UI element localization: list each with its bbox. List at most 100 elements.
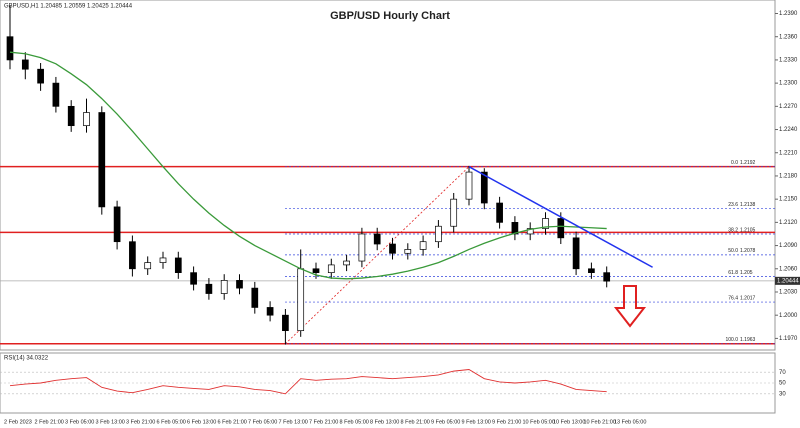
rsi-tick-label: 30 bbox=[779, 391, 786, 397]
candle-body bbox=[67, 105, 75, 127]
fib-level-label: 61.8 bbox=[728, 270, 738, 276]
down-arrow bbox=[613, 285, 647, 328]
candle-body bbox=[83, 112, 90, 127]
candle-body bbox=[21, 59, 29, 70]
fib-level-label: 38.2 bbox=[728, 227, 738, 233]
x-tick-label: 6 Feb 21:00 bbox=[218, 419, 247, 425]
candle-body bbox=[6, 36, 14, 61]
fib-price-label: 1.2017 bbox=[740, 295, 756, 301]
fib-level-label: 50.0 bbox=[728, 248, 738, 254]
x-tick-label: 6 Feb 13:00 bbox=[187, 419, 216, 425]
current-price-box bbox=[775, 276, 800, 285]
candle-body bbox=[251, 287, 259, 308]
y-tick-label: 1.1970 bbox=[779, 336, 798, 342]
x-tick-label: 9 Feb 05:00 bbox=[431, 419, 460, 425]
x-tick-label: 3 Feb 21:00 bbox=[126, 419, 155, 425]
x-tick-label: 2 Feb 21:00 bbox=[35, 419, 64, 425]
candle-body bbox=[496, 202, 503, 223]
moving-average bbox=[9, 51, 607, 280]
candle-body bbox=[236, 280, 243, 289]
fib-price-label: 1.1963 bbox=[740, 337, 756, 343]
candle-body bbox=[282, 314, 289, 332]
fib-price-label: 1.2138 bbox=[740, 202, 756, 208]
candle-body bbox=[37, 68, 44, 84]
x-tick-label: 7 Feb 05:00 bbox=[248, 419, 277, 425]
y-tick-label: 1.2390 bbox=[779, 11, 798, 17]
x-tick-label: 10 Feb 05:00 bbox=[523, 419, 555, 425]
candle-body bbox=[373, 233, 381, 245]
candle-body bbox=[113, 206, 121, 243]
candle-body bbox=[220, 280, 228, 294]
y-tick-label: 1.2030 bbox=[779, 290, 798, 296]
candle-body bbox=[205, 283, 213, 294]
candle-body bbox=[266, 307, 274, 316]
trendline bbox=[468, 166, 653, 268]
candle-body bbox=[343, 260, 350, 266]
candle-body bbox=[358, 233, 366, 262]
y-tick-label: 1.2360 bbox=[779, 34, 798, 40]
fib-level-label: 100.0 bbox=[725, 337, 738, 343]
rsi-label: RSI(14) 34.0322 bbox=[4, 356, 49, 362]
candle-body bbox=[480, 171, 488, 204]
x-tick-label: 8 Feb 21:00 bbox=[401, 419, 430, 425]
candle-body bbox=[557, 218, 565, 239]
y-tick-label: 1.2270 bbox=[779, 104, 798, 110]
y-tick-label: 1.2120 bbox=[779, 220, 798, 226]
y-tick-label: 1.2150 bbox=[779, 197, 798, 203]
fib-price-label: 1.2078 bbox=[740, 248, 756, 254]
y-tick-label: 1.2300 bbox=[779, 81, 798, 87]
price-panel bbox=[0, 0, 776, 351]
candle-body bbox=[526, 228, 534, 235]
candle-body bbox=[190, 272, 197, 285]
x-tick-label: 8 Feb 13:00 bbox=[370, 419, 399, 425]
x-tick-label: 10 Feb 21:00 bbox=[584, 419, 616, 425]
y-tick-label: 1.2060 bbox=[779, 266, 798, 272]
candle-body bbox=[465, 171, 473, 200]
y-tick-label: 1.2330 bbox=[779, 57, 798, 63]
x-tick-label: 9 Feb 13:00 bbox=[462, 419, 491, 425]
rsi-tick-label: 50 bbox=[779, 381, 786, 387]
candle-body bbox=[419, 241, 427, 250]
fib-level-label: 23.6 bbox=[728, 202, 738, 208]
candle-body bbox=[450, 198, 458, 227]
candle-body bbox=[404, 249, 412, 254]
rsi-tick-label: 70 bbox=[779, 370, 786, 376]
x-tick-label: 7 Feb 13:00 bbox=[279, 419, 308, 425]
candle-body bbox=[435, 225, 442, 243]
fib-price-label: 1.2192 bbox=[740, 160, 756, 166]
fib-level-label: 76.4 bbox=[728, 295, 738, 301]
x-tick-label: 8 Feb 05:00 bbox=[340, 419, 369, 425]
candle-body bbox=[98, 112, 106, 208]
x-tick-label: 3 Feb 05:00 bbox=[65, 419, 94, 425]
candle-body bbox=[603, 272, 611, 282]
y-tick-label: 1.2240 bbox=[779, 127, 798, 133]
candle-body bbox=[159, 257, 167, 263]
x-tick-label: 6 Feb 05:00 bbox=[157, 419, 186, 425]
y-tick-label: 1.2000 bbox=[779, 313, 798, 319]
x-tick-label: 7 Feb 21:00 bbox=[309, 419, 338, 425]
fib-price-label: 1.2105 bbox=[740, 227, 756, 233]
rsi-line bbox=[9, 369, 607, 395]
fib-diagonal bbox=[285, 166, 470, 345]
x-tick-label: 10 Feb 13:00 bbox=[553, 419, 585, 425]
candle-body bbox=[572, 237, 580, 270]
y-tick-label: 1.2210 bbox=[779, 150, 798, 156]
candle-body bbox=[588, 268, 595, 273]
candle-body bbox=[389, 243, 396, 254]
x-tick-label: 9 Feb 21:00 bbox=[492, 419, 521, 425]
candle-body bbox=[297, 268, 305, 332]
x-tick-label: 3 Feb 13:00 bbox=[96, 419, 125, 425]
y-tick-label: 1.2180 bbox=[779, 174, 798, 180]
candle-body bbox=[312, 268, 320, 273]
y-tick-label: 1.2090 bbox=[779, 243, 798, 249]
fib-level-label: 0.0 bbox=[731, 160, 738, 166]
candle-body bbox=[144, 262, 152, 270]
x-tick-label: 13 Feb 05:00 bbox=[614, 419, 646, 425]
candle-body bbox=[327, 264, 335, 273]
x-tick-label: 2 Feb 2023 bbox=[4, 419, 32, 425]
symbol-header: GBPUSD,H1 1.20485 1.20559 1.20425 1.2044… bbox=[4, 4, 133, 10]
candle-body bbox=[542, 218, 549, 229]
fib-price-label: 1.205 bbox=[740, 270, 753, 276]
current-price-label: 1.20444 bbox=[777, 278, 799, 284]
